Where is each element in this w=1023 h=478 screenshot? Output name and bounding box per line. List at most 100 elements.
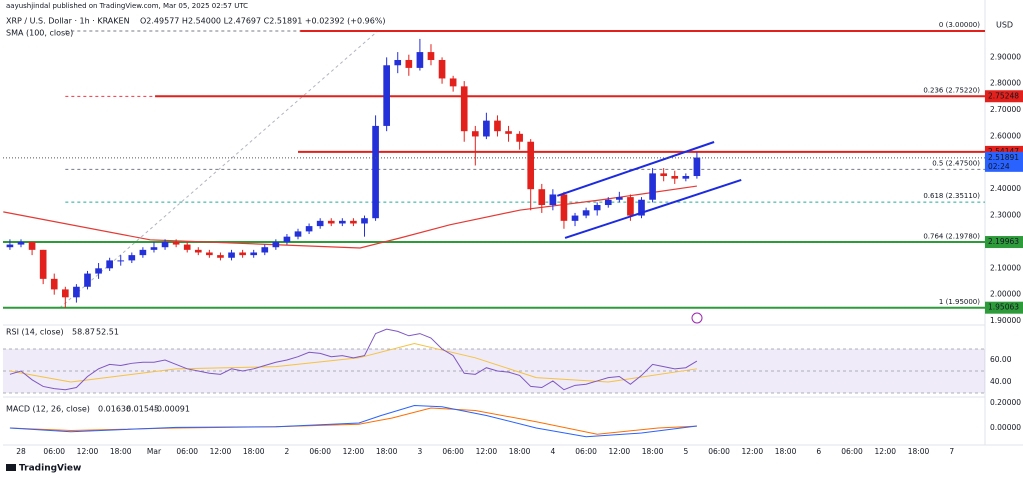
x-tick-label: 4 (550, 447, 555, 456)
x-tick-label: 06:00 (309, 447, 331, 456)
candle-body (527, 141, 535, 190)
x-tick-label: 2 (285, 447, 290, 456)
macd-hist-value: -0.00091 (154, 405, 190, 414)
candle-body (449, 78, 457, 87)
x-tick-label: 12:00 (476, 447, 498, 456)
fib-label: 1 (1.95000) (939, 298, 980, 306)
candle-body (649, 173, 656, 200)
fib-label: 0.618 (2.35110) (923, 192, 980, 200)
event-icon[interactable] (691, 312, 703, 324)
x-tick-label: 18:00 (243, 447, 265, 456)
candle-body (616, 197, 623, 200)
macd-tick-label: 0.20000 (990, 398, 1021, 407)
last-price-tag (985, 151, 1023, 172)
candle-body (682, 176, 690, 179)
candle-body (671, 176, 679, 179)
candle-body (128, 255, 136, 261)
candle-body (494, 120, 501, 132)
x-tick-label: 12:00 (77, 447, 99, 456)
main-pane: 0 (3.00000) 0.236 (2.75220) 0.5 (2.47500) 0… (3, 21, 985, 309)
channel-line (564, 179, 742, 239)
fib-label: 0 (3.00000) (939, 21, 980, 29)
candle-body (538, 189, 546, 206)
axes: 2.90000 2.80000 2.70000 2.60000 2.40000 2.300… (16, 52, 1023, 456)
candle-body (372, 125, 379, 219)
x-tick-label: 06:00 (442, 447, 464, 456)
x-tick-label: 18:00 (775, 447, 797, 456)
candle-body (272, 241, 280, 248)
candle-body (283, 236, 291, 242)
rsi-signal-value: 52.51 (96, 328, 119, 337)
candle-body (50, 278, 58, 290)
rsi-pane (3, 328, 985, 394)
candle-body (427, 52, 435, 60)
candle-body (239, 252, 246, 256)
symbol: XRP / U.S. Dollar · 1h · KRAKEN (6, 17, 130, 26)
candle-body (627, 197, 634, 216)
x-tick-label: 06:00 (43, 447, 65, 456)
candle-body (327, 220, 335, 224)
candle-body (339, 220, 346, 224)
candle-body (316, 220, 324, 227)
x-tick-label: Mar (147, 447, 162, 456)
macd-pane (9, 404, 697, 438)
last-price-label: 2.51891 (988, 153, 1019, 162)
ohlc: O2.49577 H2.54000 L2.47697 C2.51891 +0.0… (140, 17, 386, 26)
rsi-signal-line (9, 342, 697, 383)
candle-body (660, 173, 667, 177)
x-tick-label: 18:00 (376, 447, 398, 456)
candle-body (39, 249, 47, 279)
footer-brand: TradingView (19, 464, 81, 474)
macd-legend: MACD (12, 26, close) (6, 405, 90, 414)
candle-body (593, 205, 601, 211)
rsi-line (9, 328, 698, 391)
candle-body (483, 120, 490, 137)
x-tick-label: 12:00 (210, 447, 232, 456)
candle-body (106, 260, 113, 269)
candle-body (604, 199, 612, 206)
x-tick-label: 12:00 (609, 447, 631, 456)
candle-body (294, 231, 302, 237)
price-tag-label: 1.95063 (988, 303, 1019, 312)
candle-body (571, 215, 579, 221)
x-tick-label: 06:00 (708, 447, 730, 456)
y-tick-label: 2.10000 (990, 263, 1021, 272)
x-tick-label: 18:00 (509, 447, 531, 456)
macd-value: 0.01636 (98, 405, 131, 414)
x-tick-label: 18:00 (908, 447, 930, 456)
candle-body (183, 244, 191, 250)
y-tick-label: 2.90000 (990, 52, 1021, 61)
candle-body (549, 194, 557, 206)
y-tick-label: 2.00000 (990, 290, 1021, 299)
candle-body (471, 131, 479, 137)
candle-body (438, 59, 446, 79)
candle-body (250, 252, 258, 256)
candle-body (73, 286, 80, 298)
macd-tick-label: 0.00000 (990, 423, 1021, 432)
x-tick-label: 06:00 (841, 447, 863, 456)
candle-body (28, 241, 36, 250)
price-tag-label: 2.54147 (988, 147, 1019, 156)
candle-body (161, 241, 169, 248)
candle-body (361, 218, 368, 224)
rsi-legend: RSI (14, close) (6, 328, 64, 337)
macd-signal-value: 0.01545 (126, 405, 159, 414)
y-tick-label: 2.70000 (990, 105, 1021, 114)
candle-body (305, 226, 313, 232)
logo (6, 464, 16, 471)
price-tag-label: 2.19963 (988, 237, 1019, 246)
candle-body (261, 247, 269, 253)
channel-line (556, 141, 715, 197)
candle-body (394, 59, 402, 66)
x-tick-label: 5 (683, 447, 688, 456)
x-tick-label: 7 (949, 447, 954, 456)
x-tick-label: 12:00 (874, 447, 896, 456)
candle-body (405, 59, 413, 68)
candle-body (693, 157, 701, 177)
fib-label: 0.5 (2.47500) (932, 159, 980, 167)
y-tick-label: 2.40000 (990, 184, 1021, 193)
candle-body (6, 244, 14, 248)
candle-body (638, 199, 645, 216)
candle-body (460, 86, 468, 132)
